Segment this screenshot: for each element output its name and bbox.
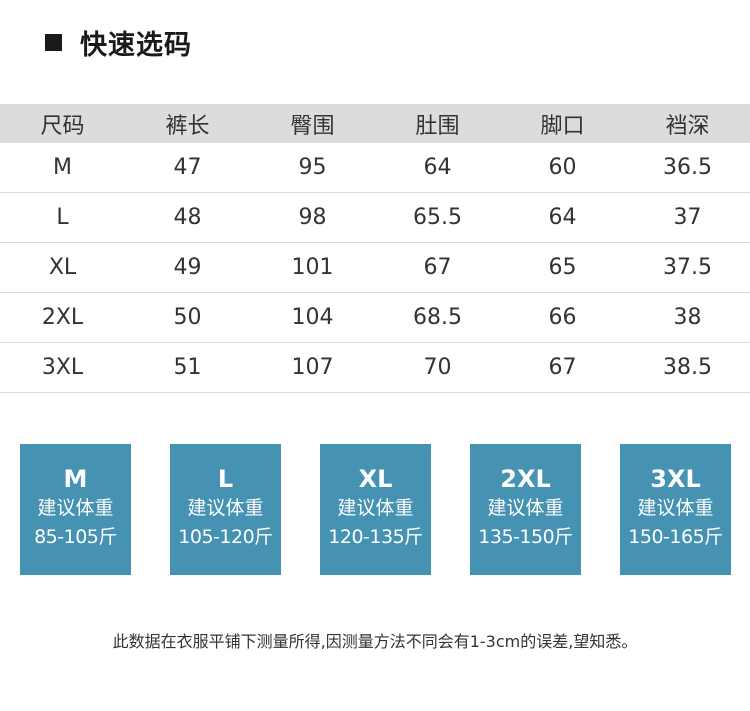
table-cell: 48 <box>125 192 250 243</box>
header-pants-length: 裤长 <box>125 104 250 143</box>
size-chart-table: 尺码 裤长 臀围 肚围 脚口 裆深 M 47 95 64 60 36.5 L 4… <box>0 104 750 393</box>
header-size: 尺码 <box>0 104 125 143</box>
card-weight-label: 建议体重 <box>187 497 264 519</box>
weight-card-m: M 建议体重 85-105斤 <box>20 444 131 575</box>
table-header-row: 尺码 裤长 臀围 肚围 脚口 裆深 <box>0 104 750 143</box>
table-cell: 50 <box>125 292 250 343</box>
header-hem: 脚口 <box>500 104 625 143</box>
card-size-label: XL <box>358 465 393 493</box>
card-weight-range: 105-120斤 <box>178 526 273 548</box>
card-weight-label: 建议体重 <box>637 497 714 519</box>
table-cell: M <box>0 143 125 193</box>
weight-card-xl: XL 建议体重 120-135斤 <box>320 444 431 575</box>
table-cell: 101 <box>250 242 375 293</box>
card-weight-range: 120-135斤 <box>328 526 423 548</box>
table-cell: 38.5 <box>625 342 750 393</box>
card-size-label: 2XL <box>500 465 551 493</box>
table-cell: 67 <box>500 342 625 393</box>
table-row: L 48 98 65.5 64 37 <box>0 192 750 243</box>
table-cell: XL <box>0 242 125 293</box>
square-bullet-icon <box>45 33 62 51</box>
table-cell: 95 <box>250 143 375 193</box>
table-cell: 65.5 <box>375 192 500 243</box>
table-cell: 64 <box>375 143 500 193</box>
table-cell: 65 <box>500 242 625 293</box>
table-cell: 47 <box>125 143 250 193</box>
card-weight-range: 150-165斤 <box>628 526 723 548</box>
header-rise: 裆深 <box>625 104 750 143</box>
card-weight-label: 建议体重 <box>37 497 114 519</box>
table-cell: 64 <box>500 192 625 243</box>
table-cell: 66 <box>500 292 625 343</box>
table-cell: 67 <box>375 242 500 293</box>
table-cell: 70 <box>375 342 500 393</box>
weight-card-l: L 建议体重 105-120斤 <box>170 444 281 575</box>
card-weight-range: 135-150斤 <box>478 526 573 548</box>
header-hip: 臀围 <box>250 104 375 143</box>
table-cell: 68.5 <box>375 292 500 343</box>
table-cell: 37.5 <box>625 242 750 293</box>
card-weight-label: 建议体重 <box>337 497 414 519</box>
card-weight-range: 85-105斤 <box>34 526 117 548</box>
card-size-label: M <box>63 465 88 493</box>
table-row: 3XL 51 107 70 67 38.5 <box>0 342 750 393</box>
weight-card-3xl: 3XL 建议体重 150-165斤 <box>620 444 731 575</box>
section-header: 快速选码 <box>45 22 192 62</box>
table-cell: 51 <box>125 342 250 393</box>
card-size-label: L <box>217 465 234 493</box>
table-cell: 37 <box>625 192 750 243</box>
section-title: 快速选码 <box>80 29 192 61</box>
header-belly: 肚围 <box>375 104 500 143</box>
table-row: XL 49 101 67 65 37.5 <box>0 242 750 293</box>
card-size-label: 3XL <box>650 465 701 493</box>
table-cell: 2XL <box>0 292 125 343</box>
table-row: 2XL 50 104 68.5 66 38 <box>0 292 750 343</box>
table-cell: 38 <box>625 292 750 343</box>
table-cell: 49 <box>125 242 250 293</box>
card-weight-label: 建议体重 <box>487 497 564 519</box>
weight-recommendation-cards: M 建议体重 85-105斤 L 建议体重 105-120斤 XL 建议体重 1… <box>20 444 732 575</box>
weight-card-2xl: 2XL 建议体重 135-150斤 <box>470 444 581 575</box>
table-cell: 36.5 <box>625 143 750 193</box>
table-cell: 60 <box>500 143 625 193</box>
table-cell: L <box>0 192 125 243</box>
table-cell: 3XL <box>0 342 125 393</box>
measurement-note: 此数据在衣服平铺下测量所得,因测量方法不同会有1-3cm的误差,望知悉。 <box>112 632 638 651</box>
table-cell: 107 <box>250 342 375 393</box>
table-cell: 98 <box>250 192 375 243</box>
table-row: M 47 95 64 60 36.5 <box>0 143 750 193</box>
table-cell: 104 <box>250 292 375 343</box>
